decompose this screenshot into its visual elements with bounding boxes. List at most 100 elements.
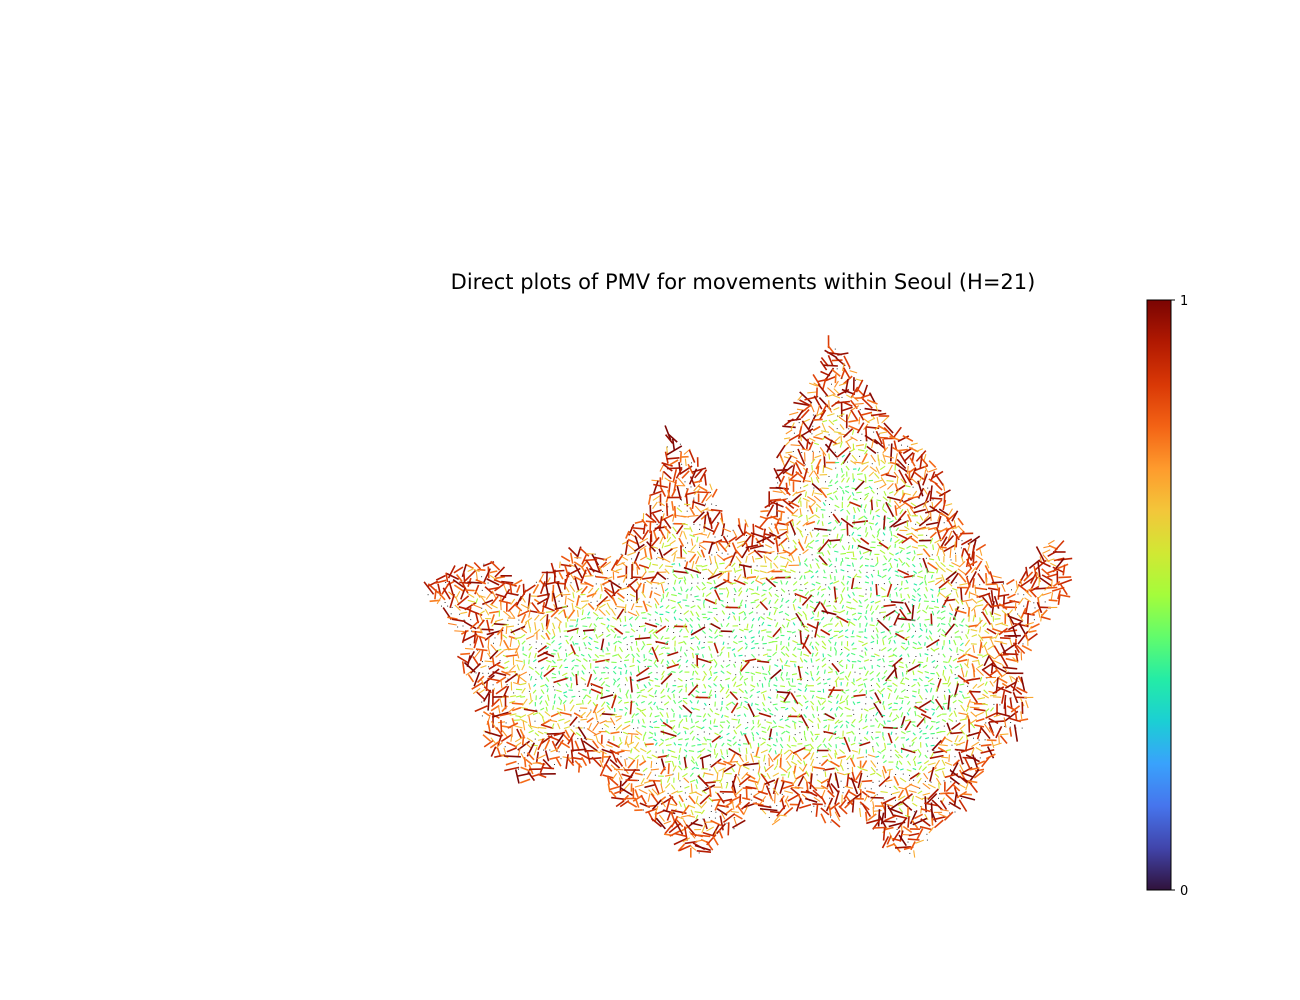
- pmv-vector: [671, 594, 677, 597]
- pmv-vector: [917, 670, 924, 674]
- pmv-vector: [453, 566, 464, 574]
- pmv-point: [627, 648, 628, 650]
- pmv-vector: [627, 741, 635, 746]
- pmv-vector: [674, 647, 676, 652]
- pmv-vector: [968, 769, 980, 783]
- pmv-vector: [861, 803, 872, 818]
- pmv-vector: [913, 464, 929, 472]
- pmv-vector: [1033, 565, 1038, 578]
- pmv-vector: [936, 527, 942, 542]
- pmv-vector: [666, 536, 672, 543]
- pmv-vector: [888, 625, 893, 628]
- pmv-vector: [556, 707, 563, 711]
- pmv-vector: [876, 538, 882, 543]
- pmv-vector: [968, 614, 970, 622]
- pmv-vector: [800, 651, 803, 656]
- pmv-vector: [563, 726, 571, 730]
- pmv-vector: [485, 592, 492, 600]
- pmv-point: [937, 696, 939, 698]
- pmv-vector: [616, 592, 625, 600]
- pmv-vector: [585, 566, 593, 577]
- pmv-vector: [735, 568, 743, 572]
- pmv-vector: [857, 772, 863, 789]
- pmv-point: [704, 559, 706, 561]
- pmv-vector: [814, 514, 820, 519]
- pmv-vector: [736, 706, 742, 710]
- pmv-vector: [710, 819, 722, 827]
- pmv-point: [709, 764, 711, 766]
- pmv-vector: [435, 574, 446, 581]
- pmv-vector: [949, 617, 952, 623]
- pmv-vector: [767, 670, 771, 676]
- pmv-vector: [707, 617, 711, 621]
- pmv-vector: [800, 434, 812, 445]
- pmv-vector: [689, 623, 693, 628]
- pmv-vector: [816, 562, 820, 569]
- pmv-vector: [899, 509, 904, 515]
- pmv-vector: [797, 606, 802, 609]
- pmv-vector: [707, 572, 723, 580]
- pmv-vector: [823, 682, 828, 685]
- pmv-vector: [527, 620, 531, 629]
- pmv-vector: [880, 812, 885, 825]
- pmv-point: [819, 451, 821, 453]
- pmv-point: [860, 440, 862, 441]
- pmv-vector: [874, 653, 880, 657]
- pmv-vector: [1041, 574, 1053, 582]
- pmv-point: [534, 738, 536, 740]
- pmv-vector: [755, 575, 759, 581]
- pmv-vector: [564, 578, 567, 590]
- pmv-vector: [922, 609, 928, 614]
- pmv-vector: [1009, 675, 1013, 683]
- pmv-vector: [869, 624, 875, 627]
- pmv-vector: [776, 468, 788, 472]
- pmv-point: [711, 805, 713, 807]
- pmv-vector: [698, 641, 701, 645]
- pmv-vector: [481, 599, 494, 606]
- pmv-vector: [499, 697, 503, 708]
- pmv-point: [590, 709, 592, 711]
- pmv-vector: [780, 779, 793, 785]
- pmv-vector: [809, 382, 818, 387]
- pmv-vector: [927, 788, 939, 801]
- pmv-point: [697, 582, 699, 584]
- pmv-vector: [1038, 593, 1044, 599]
- pmv-vector: [733, 615, 737, 621]
- pmv-vector: [847, 671, 852, 678]
- pmv-vector: [490, 737, 496, 744]
- pmv-vector: [780, 651, 786, 656]
- pmv-point: [523, 752, 525, 754]
- pmv-vector: [931, 708, 936, 711]
- pmv-vector: [838, 706, 843, 710]
- pmv-point: [661, 701, 663, 703]
- pmv-vector: [954, 541, 956, 551]
- pmv-vector: [884, 815, 897, 822]
- pmv-vector: [883, 826, 894, 831]
- pmv-vector: [990, 707, 994, 712]
- pmv-point: [690, 486, 692, 488]
- pmv-vector: [915, 795, 924, 801]
- pmv-vector: [766, 772, 771, 780]
- pmv-vector: [947, 695, 951, 710]
- pmv-vector: [625, 653, 630, 659]
- pmv-vector: [639, 625, 646, 628]
- pmv-point: [697, 734, 699, 736]
- pmv-vector: [651, 768, 659, 771]
- pmv-vector: [799, 530, 804, 538]
- pmv-vector: [738, 775, 752, 786]
- pmv-vector: [890, 731, 893, 735]
- pmv-vector: [820, 813, 827, 824]
- pmv-vector: [791, 514, 798, 517]
- pmv-vector: [732, 741, 737, 746]
- pmv-vector: [851, 681, 856, 686]
- pmv-vector: [888, 557, 892, 563]
- pmv-point: [812, 559, 814, 561]
- pmv-point: [907, 445, 909, 447]
- pmv-vector: [624, 659, 630, 662]
- pmv-vector: [690, 586, 693, 591]
- pmv-vector: [495, 676, 507, 684]
- pmv-vector: [776, 804, 787, 817]
- pmv-vector: [691, 663, 696, 669]
- pmv-vector: [733, 663, 736, 668]
- pmv-vector: [1009, 638, 1013, 647]
